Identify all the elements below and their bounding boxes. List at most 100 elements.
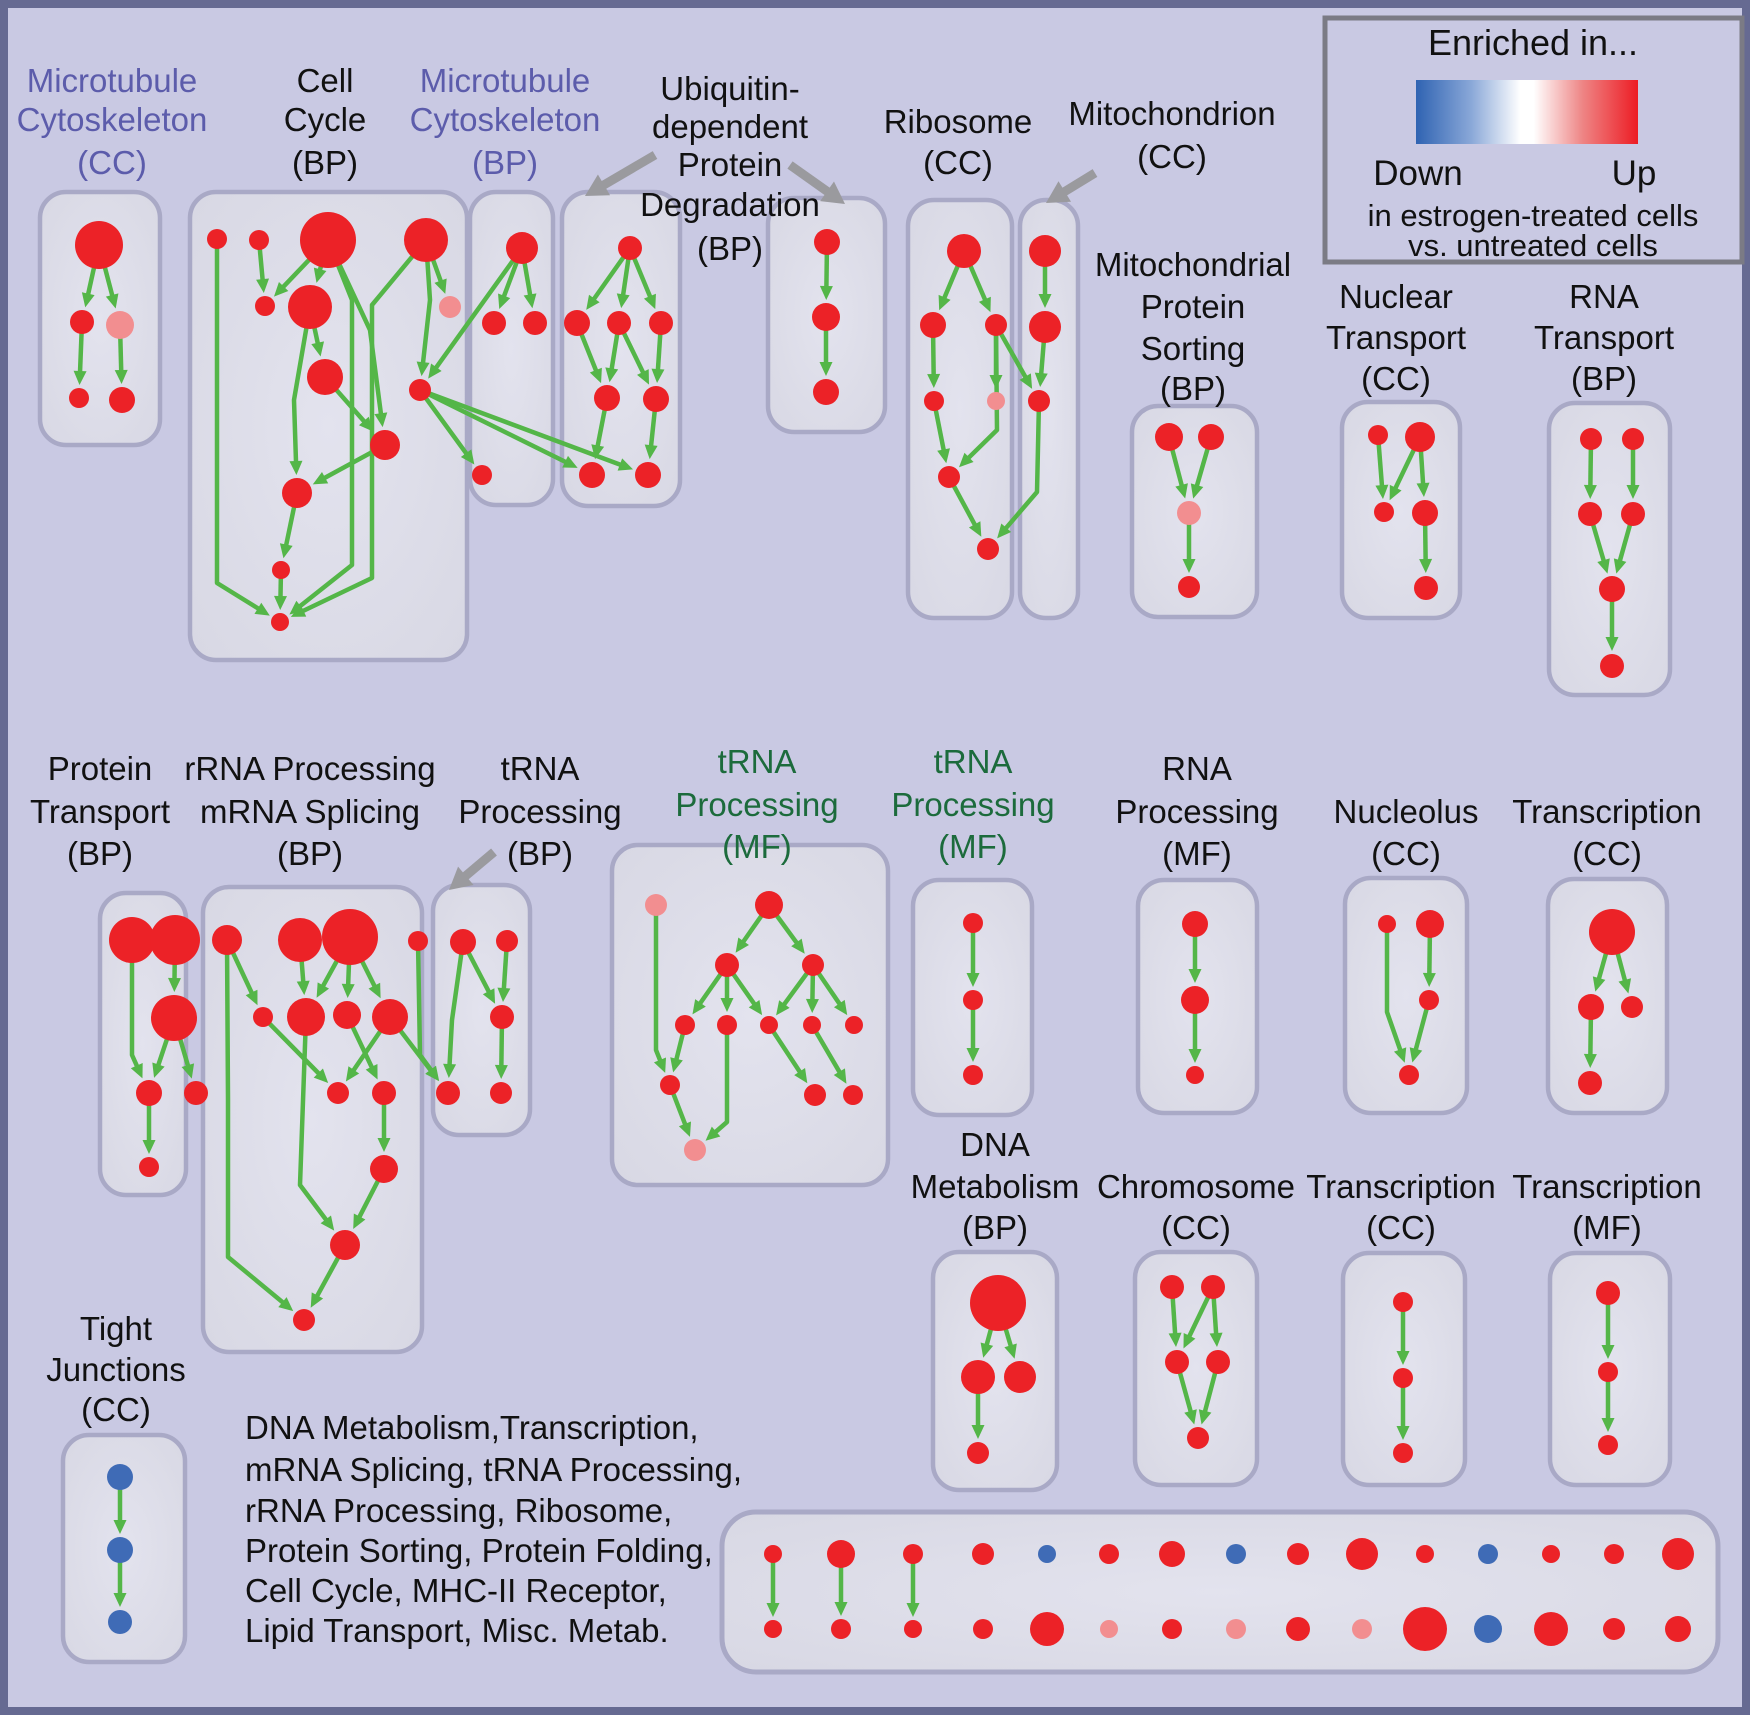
cluster-label-line: (BP) <box>697 230 763 267</box>
edge-cc_i-mtbp4-arrowhead <box>460 449 475 465</box>
go-term-node-chr1 <box>1160 1275 1184 1299</box>
go-term-node-mps3 <box>1177 501 1201 525</box>
go-term-node-mtcc3 <box>106 311 134 339</box>
go-term-node-tb4 <box>436 1081 460 1105</box>
go-term-node-mtcc4 <box>69 388 89 408</box>
cluster-box-ubiquitin-degradation-bp <box>559 189 683 509</box>
go-term-node-gm11 <box>804 1084 826 1106</box>
cluster-label-line: Transport <box>1534 319 1674 356</box>
edge-ubi3-ubi6-arrowhead <box>637 369 649 385</box>
edge-rt3-rt5-arrowhead <box>1597 558 1610 574</box>
cluster-label-line: (BP) <box>472 144 538 181</box>
edge-tcm1-tcm3-arrowhead <box>1618 978 1632 994</box>
edge-ub2b-ub2c-arrowhead <box>819 362 833 376</box>
cluster-label-line: (MF) <box>1572 1209 1642 1246</box>
go-term-node-rib1 <box>947 234 981 268</box>
cluster-label-line: (CC) <box>923 144 993 181</box>
go-term-node-tcm3 <box>1621 996 1643 1018</box>
cluster-label-line: Protein <box>1141 288 1246 325</box>
edge-nt2-nt4-arrowhead <box>1416 482 1430 498</box>
go-term-node-nt3 <box>1374 502 1394 522</box>
go-term-node-pt3 <box>151 995 197 1041</box>
go-term-node-rr11 <box>370 1155 398 1183</box>
go-term-node-misc-top-1 <box>827 1540 855 1568</box>
edge-gm5-gm10-arrowhead <box>670 1057 683 1073</box>
go-term-node-rib2 <box>920 312 946 338</box>
cluster-label-line: (MF) <box>1162 835 1232 872</box>
go-term-node-tb1 <box>450 929 476 955</box>
cluster-label-line: (CC) <box>1366 1209 1436 1246</box>
go-term-node-mps4 <box>1178 576 1200 598</box>
edge-rr3-rr7-arrowhead <box>341 983 355 999</box>
edge-rr5-rr9-arrowhead <box>313 1068 329 1084</box>
edge-tmf2-tmf3-arrowhead <box>1601 1418 1615 1432</box>
edge-g2b-g2c-arrowhead <box>966 1048 980 1062</box>
shared-cluster-box <box>719 1509 1721 1675</box>
edge-g2a-g2b-arrowhead <box>966 973 980 987</box>
go-term-node-dm1 <box>970 1275 1026 1331</box>
edge-cc_f-cc_k <box>291 306 313 464</box>
edge-misc-col2-arrowhead <box>906 1603 920 1617</box>
go-term-node-cc_i <box>409 379 431 401</box>
edge-ubi1-ubi3-arrowhead <box>616 293 630 309</box>
edge-pt4-pt6-arrowhead <box>142 1140 156 1154</box>
go-term-node-rr10 <box>372 1081 396 1105</box>
go-term-node-gm12 <box>843 1085 863 1105</box>
go-term-node-gm5 <box>675 1015 695 1035</box>
edge-tb2-tb3-arrowhead <box>497 987 511 1003</box>
edge-rt2-rt4-arrowhead <box>1626 485 1640 499</box>
edge-ub2a-ub2b-arrowhead <box>819 285 833 301</box>
go-term-node-tj1 <box>107 1464 133 1490</box>
edge-cc_c-cc_e-arrowhead <box>273 281 289 297</box>
cluster-label-line: Sorting <box>1141 330 1246 367</box>
go-term-node-tmf1 <box>1596 1281 1620 1305</box>
go-term-node-rt5 <box>1599 576 1625 602</box>
cluster-label-line: Nuclear <box>1339 278 1453 315</box>
edge-tb1-tb4 <box>447 941 466 1067</box>
go-term-node-tj3 <box>108 1610 132 1634</box>
misc-terms-text-line: DNA Metabolism,Transcription, <box>245 1409 699 1446</box>
edge-mito1-mito2-arrowhead <box>1038 294 1052 308</box>
edge-cc_i-ubi7 <box>419 387 568 465</box>
cluster-label-line: (BP) <box>962 1209 1028 1246</box>
misc-terms-text-line: Cell Cycle, MHC-II Receptor, <box>245 1572 667 1609</box>
edge-ubi6-ubi8-arrowhead <box>644 444 658 460</box>
cluster-label-line: (BP) <box>277 835 343 872</box>
go-term-node-misc-top-7 <box>1226 1544 1246 1564</box>
go-term-node-gm9 <box>845 1016 863 1034</box>
edge-cc_d-cc_m-arrowhead <box>290 604 307 617</box>
go-term-node-ub2a <box>814 229 840 255</box>
go-term-node-misc-top-13 <box>1604 1544 1624 1564</box>
go-term-node-cc_c <box>300 212 356 268</box>
edge-gm8-gm12-arrowhead <box>833 1068 847 1084</box>
edge-rr2-rr6-arrowhead <box>296 980 310 996</box>
edge-rr6-rr12 <box>297 1016 329 1223</box>
edge-gm4-gm8-arrowhead <box>805 998 819 1014</box>
go-term-node-mtbp2 <box>482 311 506 335</box>
go-term-node-misc-bottom-13 <box>1603 1618 1625 1640</box>
go-term-node-chr5 <box>1187 1427 1209 1449</box>
go-term-node-mps1 <box>1155 423 1183 451</box>
go-term-node-rr8 <box>372 999 408 1035</box>
edge-gm4-gm9-arrowhead <box>833 999 848 1016</box>
edge-ubi1-ubi2-arrowhead <box>586 294 600 310</box>
edge-dm2-dm4-arrowhead <box>971 1425 985 1439</box>
edge-gm1-gm10-arrowhead <box>653 1057 667 1073</box>
go-term-node-misc-bottom-12 <box>1534 1612 1568 1646</box>
go-term-node-tcm2 <box>1578 994 1604 1020</box>
go-term-node-rr12 <box>330 1230 360 1260</box>
edge-mps3-mps4-arrowhead <box>1182 559 1196 573</box>
go-term-node-pt1 <box>109 917 155 963</box>
go-term-node-misc-top-10 <box>1416 1545 1434 1563</box>
cluster-label-line: (BP) <box>292 144 358 181</box>
go-term-node-nuc4 <box>1399 1065 1419 1085</box>
edge-tcb2-tcb3-arrowhead <box>1396 1426 1410 1440</box>
go-term-node-rr7 <box>333 1001 361 1029</box>
edge-cc_b-cc_e-arrowhead <box>256 278 270 294</box>
go-term-node-nuc1 <box>1378 915 1396 933</box>
go-term-node-gm6 <box>717 1015 737 1035</box>
go-term-node-rr1 <box>212 925 242 955</box>
legend-gradient-bar <box>1416 80 1638 144</box>
cluster-label-line: (CC) <box>81 1391 151 1428</box>
